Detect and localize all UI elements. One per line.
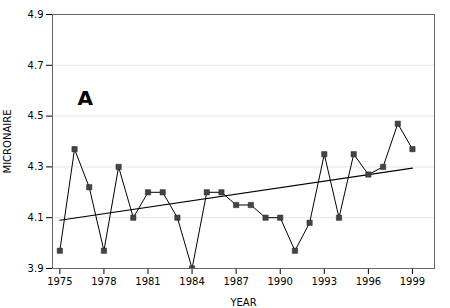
svg-text:4.7: 4.7 — [28, 60, 44, 71]
svg-text:4.1: 4.1 — [28, 212, 44, 223]
svg-text:A: A — [77, 86, 93, 110]
svg-text:4.3: 4.3 — [28, 161, 44, 172]
svg-text:1975: 1975 — [47, 276, 72, 287]
svg-text:4.9: 4.9 — [28, 9, 44, 20]
svg-text:1990: 1990 — [268, 276, 293, 287]
svg-text:1993: 1993 — [312, 276, 337, 287]
svg-text:1981: 1981 — [135, 276, 160, 287]
svg-text:MICRONAIRE: MICRONAIRE — [2, 110, 13, 174]
svg-text:YEAR: YEAR — [229, 297, 256, 308]
svg-text:1987: 1987 — [223, 276, 248, 287]
svg-text:3.9: 3.9 — [28, 263, 44, 274]
svg-text:1999: 1999 — [400, 276, 425, 287]
svg-text:4.5: 4.5 — [28, 110, 44, 121]
svg-text:1978: 1978 — [91, 276, 116, 287]
svg-text:1996: 1996 — [356, 276, 381, 287]
svg-text:1984: 1984 — [179, 276, 204, 287]
